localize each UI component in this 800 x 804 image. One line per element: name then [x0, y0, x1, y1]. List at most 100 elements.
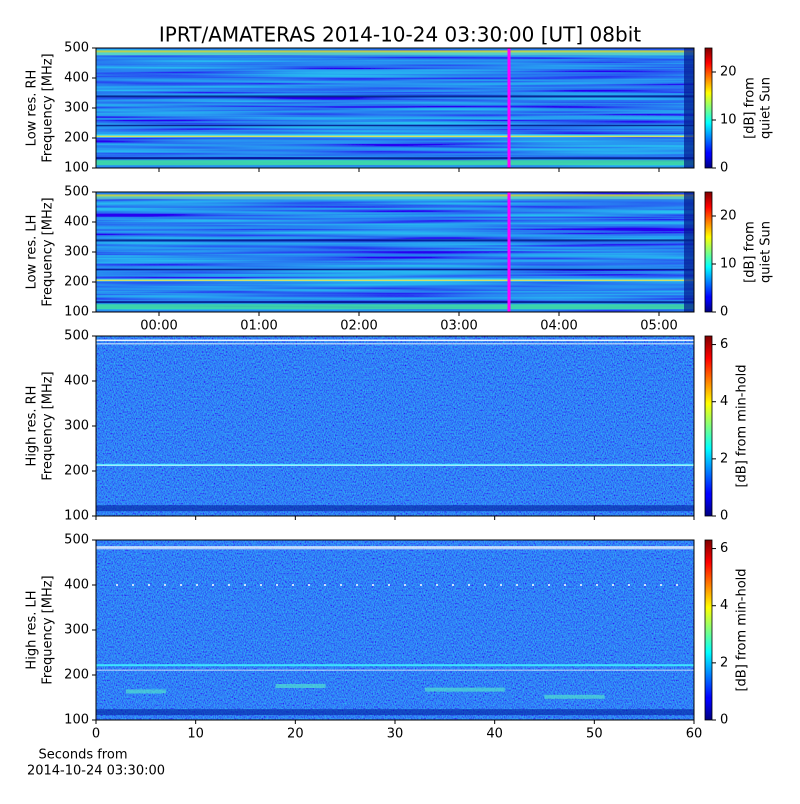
- colorbar-tick-label: 10: [720, 113, 737, 128]
- spectral-band: [96, 279, 694, 282]
- spectral-band: [96, 669, 694, 671]
- y-tick-label: 500: [64, 41, 89, 56]
- spectral-band: [96, 95, 694, 98]
- y-tick-label: 400: [64, 71, 89, 86]
- spectral-band: [96, 157, 694, 160]
- y-tick-label: 500: [64, 533, 89, 548]
- spectral-band: [96, 160, 694, 166]
- colorbar: [704, 191, 713, 313]
- x-tick-label: 04:00: [540, 319, 577, 334]
- colorbar-tick-label: 6: [720, 337, 728, 352]
- edge: [684, 192, 694, 312]
- colorbar-tick-label: 10: [720, 257, 737, 272]
- spectrogram-image: [96, 48, 694, 168]
- x-tick-label: 10: [187, 727, 204, 742]
- colorbar-tick-label: 0: [720, 509, 728, 524]
- spectral-band: [96, 50, 694, 53]
- x-tick-label: 50: [586, 727, 603, 742]
- burst: [424, 687, 505, 692]
- colorbar-label: quiet Sun: [759, 77, 774, 139]
- spectral-band: [96, 135, 694, 138]
- figure-title: IPRT/AMATERAS 2014-10-24 03:30:00 [UT] 0…: [159, 23, 641, 47]
- y-tick-label: 300: [64, 419, 89, 434]
- colorbar-tick-label: 2: [720, 451, 728, 466]
- y-tick-label: 100: [64, 305, 89, 320]
- y-axis-label: Low res. RH: [25, 70, 40, 147]
- y-tick-label: 200: [64, 131, 89, 146]
- edge: [684, 48, 694, 168]
- spectral-band: [96, 239, 694, 242]
- y-axis-label: Frequency [MHz]: [41, 53, 56, 162]
- spectral-band: [96, 464, 694, 466]
- spectrogram-image: [96, 336, 694, 516]
- spectral-band: [96, 194, 694, 200]
- y-tick-label: 500: [64, 185, 89, 200]
- y-tick-label: 200: [64, 275, 89, 290]
- burst: [275, 684, 326, 688]
- x-tick-label: 01:00: [240, 319, 277, 334]
- colorbar-label: quiet Sun: [759, 221, 774, 283]
- colorbar-tick-label: 2: [720, 655, 728, 670]
- y-tick-label: 300: [64, 101, 89, 116]
- y-tick-label: 500: [64, 329, 89, 344]
- y-axis-label: Frequency [MHz]: [41, 197, 56, 306]
- spectral-band: [96, 343, 694, 345]
- x-tick-label: 30: [387, 727, 404, 742]
- spectral-band: [96, 339, 694, 342]
- colorbar-label: [dB] from: [743, 77, 758, 139]
- colorbar-tick-label: 4: [720, 598, 728, 613]
- x-tick-label: 40: [486, 727, 503, 742]
- colorbar-tick-label: 0: [720, 713, 728, 728]
- burst: [125, 689, 166, 694]
- x-tick-label: 03:00: [440, 319, 477, 334]
- y-tick-label: 400: [64, 578, 89, 593]
- colorbar-label: [dB] from: [743, 221, 758, 283]
- colorbar-tick-label: 20: [720, 209, 737, 224]
- y-tick-label: 200: [64, 668, 89, 683]
- colorbar: [704, 335, 713, 517]
- spectral-band: [96, 124, 694, 127]
- y-tick-label: 400: [64, 215, 89, 230]
- spectral-band: [96, 194, 694, 197]
- y-tick-label: 400: [64, 374, 89, 389]
- y-tick-label: 100: [64, 713, 89, 728]
- colorbar-tick-label: 6: [720, 541, 728, 556]
- y-tick-label: 200: [64, 464, 89, 479]
- burst: [544, 694, 605, 699]
- spectral-band: [96, 268, 694, 271]
- y-axis-label: Frequency [MHz]: [41, 371, 56, 480]
- x-axis-label: 2014-10-24 03:30:00: [27, 764, 165, 779]
- spectrogram-image: [96, 192, 694, 312]
- spectral-band: [96, 50, 694, 56]
- y-tick-label: 300: [64, 623, 89, 638]
- colorbar-tick-label: 20: [720, 65, 737, 80]
- colorbar: [704, 47, 713, 169]
- colorbar-tick-label: 4: [720, 394, 728, 409]
- spectrogram-image: [96, 540, 694, 720]
- colorbar: [704, 539, 713, 721]
- spectral-band: [96, 548, 694, 550]
- spectral-band: [96, 505, 694, 512]
- colorbar-tick-label: 0: [720, 161, 728, 176]
- y-axis-label: Low res. LH: [25, 215, 40, 290]
- y-tick-label: 100: [64, 161, 89, 176]
- x-tick-label: 02:00: [340, 319, 377, 334]
- y-axis-label: Frequency [MHz]: [41, 575, 56, 684]
- y-tick-label: 100: [64, 509, 89, 524]
- y-tick-label: 300: [64, 245, 89, 260]
- colorbar-tick-label: 0: [720, 305, 728, 320]
- spectral-band: [96, 304, 694, 310]
- spectral-band: [96, 664, 694, 667]
- spectral-band: [96, 546, 694, 548]
- x-tick-label: 05:00: [640, 319, 677, 334]
- spectral-band: [96, 301, 694, 304]
- y-axis-label: High res. RH: [25, 386, 40, 467]
- x-tick-label: 20: [287, 727, 304, 742]
- panel: 100 200 300 400 500 High res. RH Frequency [MH…: [25, 329, 750, 524]
- x-axis-label: Seconds from: [38, 748, 127, 763]
- y-axis-label: High res. LH: [25, 590, 40, 669]
